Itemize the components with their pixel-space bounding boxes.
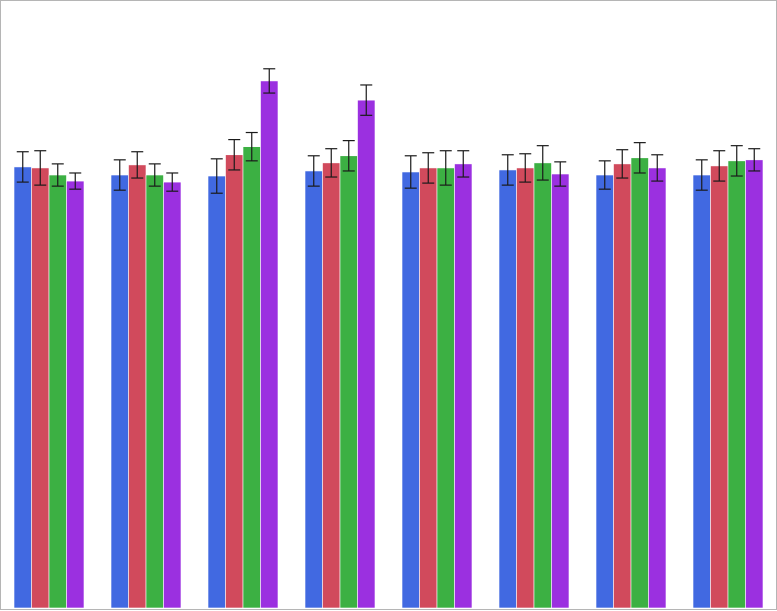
bar	[339, 155, 358, 609]
bar	[533, 162, 552, 609]
bar	[595, 174, 614, 609]
bar	[145, 174, 164, 609]
bar	[613, 163, 632, 609]
bar	[357, 99, 376, 609]
bar	[401, 171, 420, 609]
bar	[727, 160, 746, 609]
bar	[692, 174, 711, 609]
bar	[225, 154, 244, 609]
bar	[630, 157, 649, 609]
bar	[419, 167, 438, 609]
bar	[322, 162, 341, 609]
bar	[66, 180, 85, 609]
bar	[436, 167, 455, 609]
bar	[516, 167, 535, 609]
bar	[260, 80, 279, 609]
bar	[110, 174, 129, 609]
bar	[648, 167, 667, 609]
bar	[128, 164, 147, 609]
bar	[207, 175, 226, 609]
bar	[13, 166, 32, 609]
bar	[454, 163, 473, 609]
bar	[498, 169, 517, 609]
bar	[304, 170, 323, 609]
bar	[745, 159, 764, 609]
bar	[31, 167, 50, 609]
bar	[163, 181, 182, 609]
bar	[551, 173, 570, 609]
bar	[48, 174, 67, 609]
bar	[710, 165, 729, 609]
bar	[242, 146, 261, 609]
